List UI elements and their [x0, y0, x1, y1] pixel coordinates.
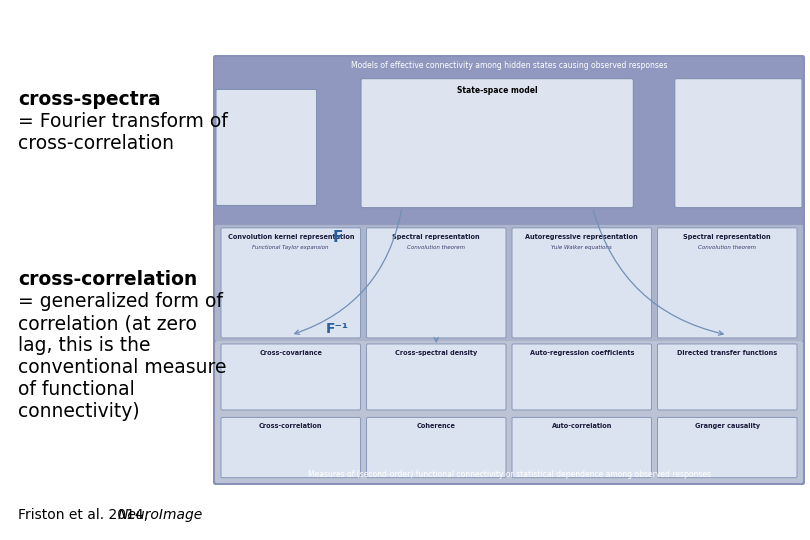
FancyBboxPatch shape: [215, 225, 803, 341]
Text: Functional Taylor expansion: Functional Taylor expansion: [253, 245, 329, 250]
FancyBboxPatch shape: [512, 344, 651, 410]
Text: Granger causality: Granger causality: [695, 423, 760, 429]
FancyBboxPatch shape: [658, 228, 797, 338]
Text: Convolution theorem: Convolution theorem: [698, 245, 757, 250]
Text: F⁻¹: F⁻¹: [326, 322, 349, 336]
FancyBboxPatch shape: [215, 341, 803, 483]
FancyBboxPatch shape: [512, 417, 651, 478]
FancyBboxPatch shape: [361, 79, 633, 208]
Text: Cross-covariance: Cross-covariance: [259, 350, 322, 356]
Text: State-space model: State-space model: [457, 86, 538, 94]
Text: Yule Walker equations: Yule Walker equations: [552, 245, 612, 250]
Text: Directed transfer functions: Directed transfer functions: [677, 350, 778, 356]
Text: connectivity): connectivity): [18, 402, 139, 421]
Text: Cross-correlation: Cross-correlation: [259, 423, 322, 429]
Text: Convolution theorem: Convolution theorem: [407, 245, 465, 250]
FancyBboxPatch shape: [366, 228, 506, 338]
FancyBboxPatch shape: [366, 417, 506, 478]
Text: Cross-spectral density: Cross-spectral density: [395, 350, 477, 356]
FancyBboxPatch shape: [221, 417, 360, 478]
FancyBboxPatch shape: [675, 79, 802, 208]
Text: = generalized form of: = generalized form of: [18, 292, 223, 311]
FancyBboxPatch shape: [366, 344, 506, 410]
Text: Auto-regression coefficients: Auto-regression coefficients: [530, 350, 634, 356]
FancyBboxPatch shape: [221, 344, 360, 410]
Text: Convolution kernel representation: Convolution kernel representation: [228, 234, 354, 240]
Text: Auto-correlation: Auto-correlation: [552, 423, 612, 429]
FancyBboxPatch shape: [658, 417, 797, 478]
Text: correlation (at zero: correlation (at zero: [18, 314, 197, 333]
Text: Spectral representation: Spectral representation: [392, 234, 480, 240]
FancyBboxPatch shape: [213, 55, 805, 485]
Text: F: F: [332, 230, 343, 245]
FancyBboxPatch shape: [221, 228, 360, 338]
FancyBboxPatch shape: [216, 90, 317, 206]
Text: cross-correlation: cross-correlation: [18, 134, 174, 153]
Text: Coherence: Coherence: [417, 423, 456, 429]
FancyBboxPatch shape: [512, 228, 651, 338]
Text: Autoregressive representation: Autoregressive representation: [526, 234, 638, 240]
Text: conventional measure: conventional measure: [18, 358, 227, 377]
Text: NeuroImage: NeuroImage: [118, 508, 203, 522]
Text: lag, this is the: lag, this is the: [18, 336, 151, 355]
Text: = Fourier transform of: = Fourier transform of: [18, 112, 228, 131]
Text: Spectral representation: Spectral representation: [684, 234, 771, 240]
FancyBboxPatch shape: [658, 344, 797, 410]
Text: Measures of (second-order) functional connectivity or statistical dependence amo: Measures of (second-order) functional co…: [308, 470, 710, 479]
Text: cross-spectra: cross-spectra: [18, 90, 160, 109]
FancyBboxPatch shape: [215, 57, 803, 225]
Text: of functional: of functional: [18, 380, 134, 399]
Text: cross-correlation: cross-correlation: [18, 270, 198, 289]
Text: Models of effective connectivity among hidden states causing observed responses: Models of effective connectivity among h…: [351, 61, 667, 70]
Text: Friston et al. 2014,: Friston et al. 2014,: [18, 508, 152, 522]
